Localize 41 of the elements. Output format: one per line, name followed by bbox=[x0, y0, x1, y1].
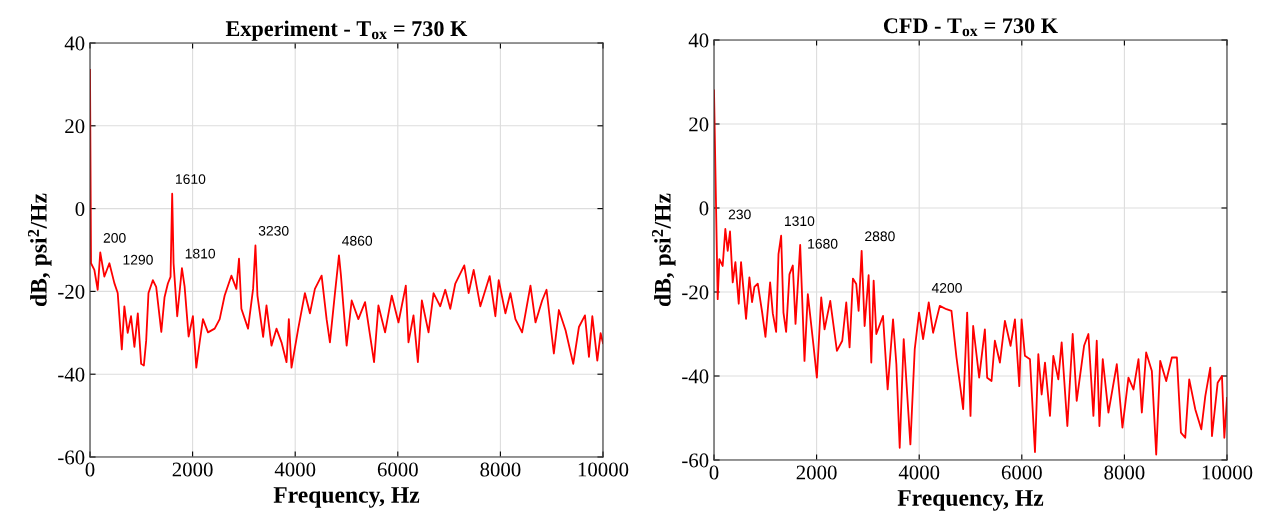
x-axis-title: Frequency, Hz bbox=[273, 487, 420, 508]
x-tick-label: 4000 bbox=[898, 465, 940, 480]
x-axis-title: Frequency, Hz bbox=[897, 490, 1044, 511]
x-tick-label: 2000 bbox=[796, 465, 837, 480]
annotation: 3230 bbox=[258, 225, 289, 236]
y-tick-label: 20 bbox=[689, 117, 709, 132]
y-tick-label: -60 bbox=[682, 453, 709, 468]
annotation: 1610 bbox=[176, 174, 206, 185]
annotation: 1810 bbox=[185, 248, 216, 259]
x-tick-label: 2000 bbox=[172, 462, 213, 477]
annotation: 2880 bbox=[865, 231, 895, 242]
annotation: 200 bbox=[103, 232, 126, 243]
chart-title: Experiment - T$_{ox}$ = 730 K bbox=[225, 20, 468, 41]
y-tick-label: -40 bbox=[682, 369, 709, 384]
x-tick-label: 8000 bbox=[1104, 465, 1145, 480]
x-tick-label: 0 bbox=[85, 462, 95, 477]
y-tick-label: 20 bbox=[65, 119, 85, 134]
y-tick-label: -40 bbox=[58, 367, 85, 382]
y-tick-label: 0 bbox=[699, 201, 709, 216]
chart-title: CFD - T$_{ox}$ = 730 K bbox=[883, 18, 1058, 37]
x-tick-label: 10000 bbox=[1202, 465, 1253, 480]
annotation: 4200 bbox=[931, 282, 962, 293]
annotation: 230 bbox=[728, 209, 751, 220]
y-axis-title: dB, psi$^{2}$/Hz bbox=[651, 193, 676, 307]
y-tick-label: 0 bbox=[75, 201, 85, 217]
y-tick-label: 40 bbox=[688, 33, 709, 48]
y-tick-label: -20 bbox=[58, 284, 85, 299]
x-tick-label: 6000 bbox=[377, 462, 418, 477]
annotation: 1290 bbox=[123, 254, 153, 265]
x-tick-label: 8000 bbox=[480, 462, 521, 477]
y-axis-title: dB, psi$^{2}$/Hz bbox=[27, 193, 52, 307]
x-tick-label: 0 bbox=[709, 465, 719, 480]
annotation: 1680 bbox=[808, 238, 838, 249]
y-tick-label: -20 bbox=[682, 285, 709, 300]
annotation: 1310 bbox=[784, 216, 815, 227]
y-tick-label: -60 bbox=[58, 450, 85, 465]
annotation: 4860 bbox=[342, 235, 373, 246]
x-tick-label: 6000 bbox=[1001, 465, 1042, 480]
x-tick-label: 4000 bbox=[274, 462, 316, 477]
y-tick-label: 40 bbox=[64, 36, 85, 51]
x-tick-label: 10000 bbox=[578, 462, 629, 477]
